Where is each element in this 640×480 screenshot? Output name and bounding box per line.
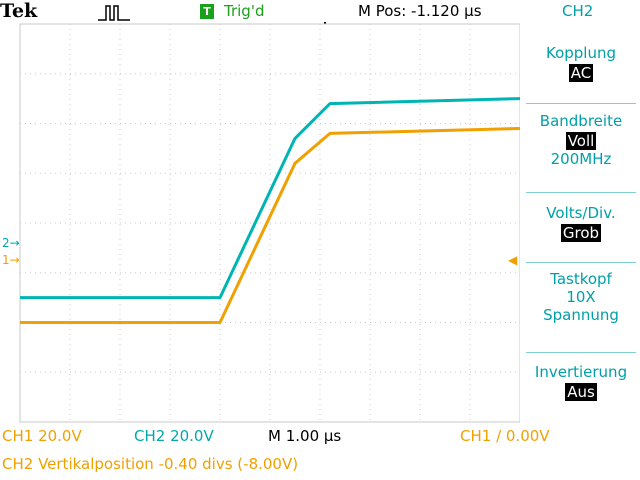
timebase: M 1.00 µs <box>268 427 342 445</box>
probe-value: 10X <box>566 288 596 306</box>
graticule-grid <box>20 24 520 422</box>
invert-value: Aus <box>565 383 597 401</box>
ch1-trace <box>20 127 520 324</box>
ch1-scale: CH1 20.0V <box>2 427 82 445</box>
waveform-display <box>19 23 520 423</box>
menu-coupling[interactable]: Kopplung AC <box>522 44 640 82</box>
brand-logo: Tek <box>0 0 38 22</box>
menu-invert[interactable]: Invertierung Aus <box>522 363 640 401</box>
channel-label: CH2 <box>562 2 594 20</box>
volts-title: Volts/Div. <box>546 204 616 222</box>
menu-probe[interactable]: Tastkopf 10X Spannung <box>522 270 640 324</box>
trigger-level-marker: ◀ <box>508 253 518 267</box>
invert-title: Invertierung <box>534 363 628 381</box>
menu-divider <box>526 262 636 263</box>
menu-bandwidth[interactable]: Bandbreite Voll 200MHz <box>522 112 640 168</box>
menu-divider <box>526 352 636 353</box>
ch2-scale: CH2 20.0V <box>134 427 214 445</box>
acquisition-pulse-icon <box>98 5 130 21</box>
horizontal-position: M Pos: -1.120 µs <box>358 2 482 20</box>
coupling-title: Kopplung <box>545 44 616 62</box>
bandwidth-sub: 200MHz <box>550 150 612 168</box>
probe-title: Tastkopf <box>550 270 612 288</box>
status-message: CH2 Vertikalposition -0.40 divs (-8.00V) <box>2 455 299 473</box>
menu-volts-div[interactable]: Volts/Div. Grob <box>522 204 640 242</box>
coupling-value: AC <box>568 64 594 82</box>
ch1-ground-marker[interactable]: 1→ <box>2 253 20 267</box>
menu-divider <box>526 103 636 104</box>
trigger-status: Trig'd <box>224 2 265 20</box>
bandwidth-title: Bandbreite <box>539 112 623 130</box>
trigger-readout: CH1 ∕ 0.00V <box>460 427 550 445</box>
probe-sub: Spannung <box>543 306 619 324</box>
trigger-status-icon: T <box>200 4 214 19</box>
bandwidth-value: Voll <box>565 132 597 150</box>
menu-divider <box>526 192 636 193</box>
ch2-ground-marker[interactable]: 2→ <box>2 236 20 250</box>
ch2-trace <box>20 97 520 300</box>
traces <box>20 97 520 324</box>
volts-value: Grob <box>560 224 602 242</box>
